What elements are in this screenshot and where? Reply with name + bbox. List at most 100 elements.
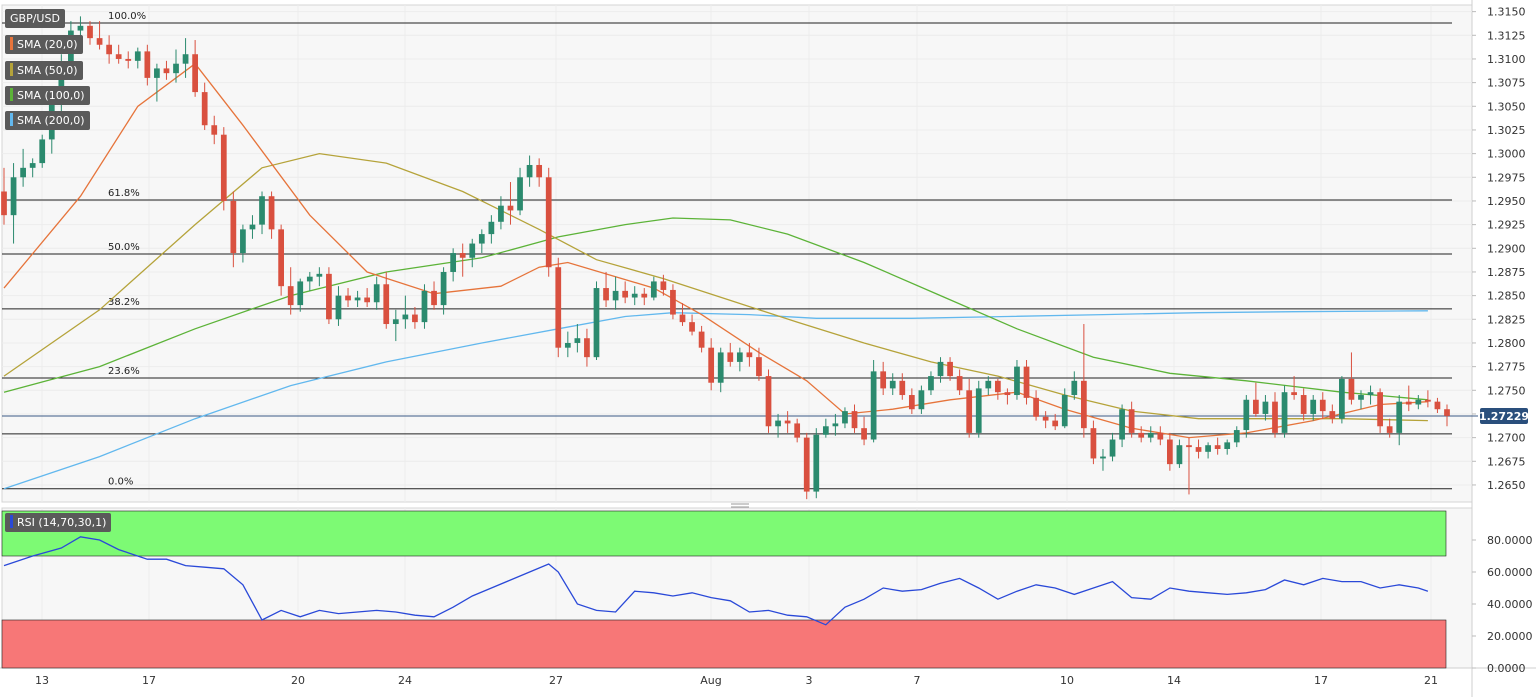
candle-up <box>373 284 380 303</box>
candle-down <box>431 290 437 306</box>
candle-down <box>689 322 695 332</box>
candle-down <box>880 371 887 389</box>
candle-up <box>822 426 829 435</box>
candle-up <box>928 376 934 391</box>
candle-up <box>526 164 533 178</box>
candle-up <box>517 177 523 211</box>
rsi-tick-label: 40.0000 <box>1487 598 1533 611</box>
candle-up <box>1310 399 1317 414</box>
candle-up <box>58 63 65 102</box>
candle-down <box>899 380 906 396</box>
candle-down <box>1023 366 1030 398</box>
candle-down <box>1425 399 1431 402</box>
candle-down <box>746 352 753 358</box>
candle-down <box>1291 392 1297 396</box>
candle-up <box>402 314 409 320</box>
rsi-tick-label: 60.0000 <box>1487 566 1533 579</box>
candle-up <box>478 234 485 244</box>
rsi-tick-label: 20.0000 <box>1487 630 1533 643</box>
candle-down <box>555 267 562 348</box>
candle-up <box>335 295 342 320</box>
rsi-oversold-zone <box>1 619 1447 669</box>
candle-down <box>1377 392 1383 427</box>
sma20-tag[interactable]: SMA (20,0) <box>5 35 83 54</box>
candle-up <box>1233 430 1240 443</box>
candle-down <box>1080 380 1087 429</box>
y-tick-label: 1.2900 <box>1487 242 1526 255</box>
candle-down <box>1033 397 1039 417</box>
candle-down <box>861 428 867 440</box>
candle-down <box>1405 401 1412 405</box>
candle-down <box>1157 432 1164 440</box>
sma50-label: SMA (50,0) <box>17 64 78 77</box>
y-tick-label: 1.2650 <box>1487 479 1526 492</box>
candle-down <box>1090 428 1097 459</box>
candle-down <box>908 395 915 410</box>
candle-down <box>1052 420 1059 427</box>
candle-up <box>631 293 638 298</box>
candle-down <box>87 25 93 39</box>
last-price-text: 1.27229 <box>1479 410 1529 423</box>
candle-down <box>803 437 810 492</box>
sma200-tag[interactable]: SMA (200,0) <box>5 111 90 130</box>
candle-up <box>182 54 189 64</box>
candle-down <box>1300 395 1307 414</box>
candle-up <box>421 290 428 323</box>
x-tick-label: 17 <box>1314 674 1328 687</box>
candle-down <box>1042 416 1049 421</box>
sma100-tag[interactable]: SMA (100,0) <box>5 86 90 105</box>
candle-up <box>249 224 256 230</box>
candle-down <box>459 253 466 258</box>
candle-up <box>889 380 896 389</box>
y-tick-label: 1.3150 <box>1487 6 1526 19</box>
y-tick-label: 1.3025 <box>1487 124 1526 137</box>
fib-level-label: 50.0% <box>108 242 140 253</box>
candle-down <box>670 289 676 315</box>
candle-up <box>1224 442 1231 449</box>
candle-down <box>1444 409 1450 416</box>
candle-down <box>230 200 237 254</box>
candle-up <box>975 388 982 433</box>
x-tick-label: 10 <box>1060 674 1074 687</box>
y-tick-label: 1.2775 <box>1487 361 1526 374</box>
x-tick-label: 21 <box>1424 674 1438 687</box>
candle-down <box>756 357 762 377</box>
candle-down <box>96 38 103 45</box>
candle-down <box>106 44 112 55</box>
candle-down <box>125 58 132 61</box>
y-tick-label: 1.3075 <box>1487 77 1526 90</box>
y-tick-label: 1.3050 <box>1487 100 1526 113</box>
candle-up <box>832 423 839 427</box>
candle-up <box>612 290 619 301</box>
candle-up <box>1358 395 1364 400</box>
candle-up <box>20 167 26 178</box>
candle-down <box>584 338 590 358</box>
candle-down <box>784 420 791 424</box>
candle-up <box>259 196 265 225</box>
rsi-tag[interactable]: RSI (14,70,30,1) <box>5 513 112 532</box>
candle-up <box>1109 439 1116 457</box>
candle-down <box>622 290 629 298</box>
candle-up <box>498 205 504 222</box>
candle-down <box>966 390 973 433</box>
candle-up <box>813 434 820 492</box>
candle-down <box>1253 399 1259 414</box>
candle-up <box>134 51 141 61</box>
y-tick-label: 1.2675 <box>1487 455 1526 468</box>
y-tick-label: 1.2825 <box>1487 313 1526 326</box>
sma50-tag[interactable]: SMA (50,0) <box>5 61 83 80</box>
x-tick-label: 13 <box>35 674 49 687</box>
candle-down <box>383 284 390 325</box>
y-tick-label: 1.2875 <box>1487 266 1526 279</box>
y-tick-label: 1.2750 <box>1487 384 1526 397</box>
candle-up <box>77 25 84 31</box>
symbol-tag: GBP/USD <box>5 9 65 28</box>
candle-down <box>794 423 801 438</box>
sma200-swatch <box>10 113 13 126</box>
candle-down <box>698 331 705 348</box>
candle-up <box>306 276 313 282</box>
candle-down <box>1167 439 1173 465</box>
candle-down <box>1186 445 1192 448</box>
x-tick-label: 14 <box>1167 674 1181 687</box>
